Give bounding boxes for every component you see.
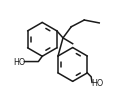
- Text: HO: HO: [91, 79, 103, 88]
- Text: HO: HO: [13, 58, 25, 67]
